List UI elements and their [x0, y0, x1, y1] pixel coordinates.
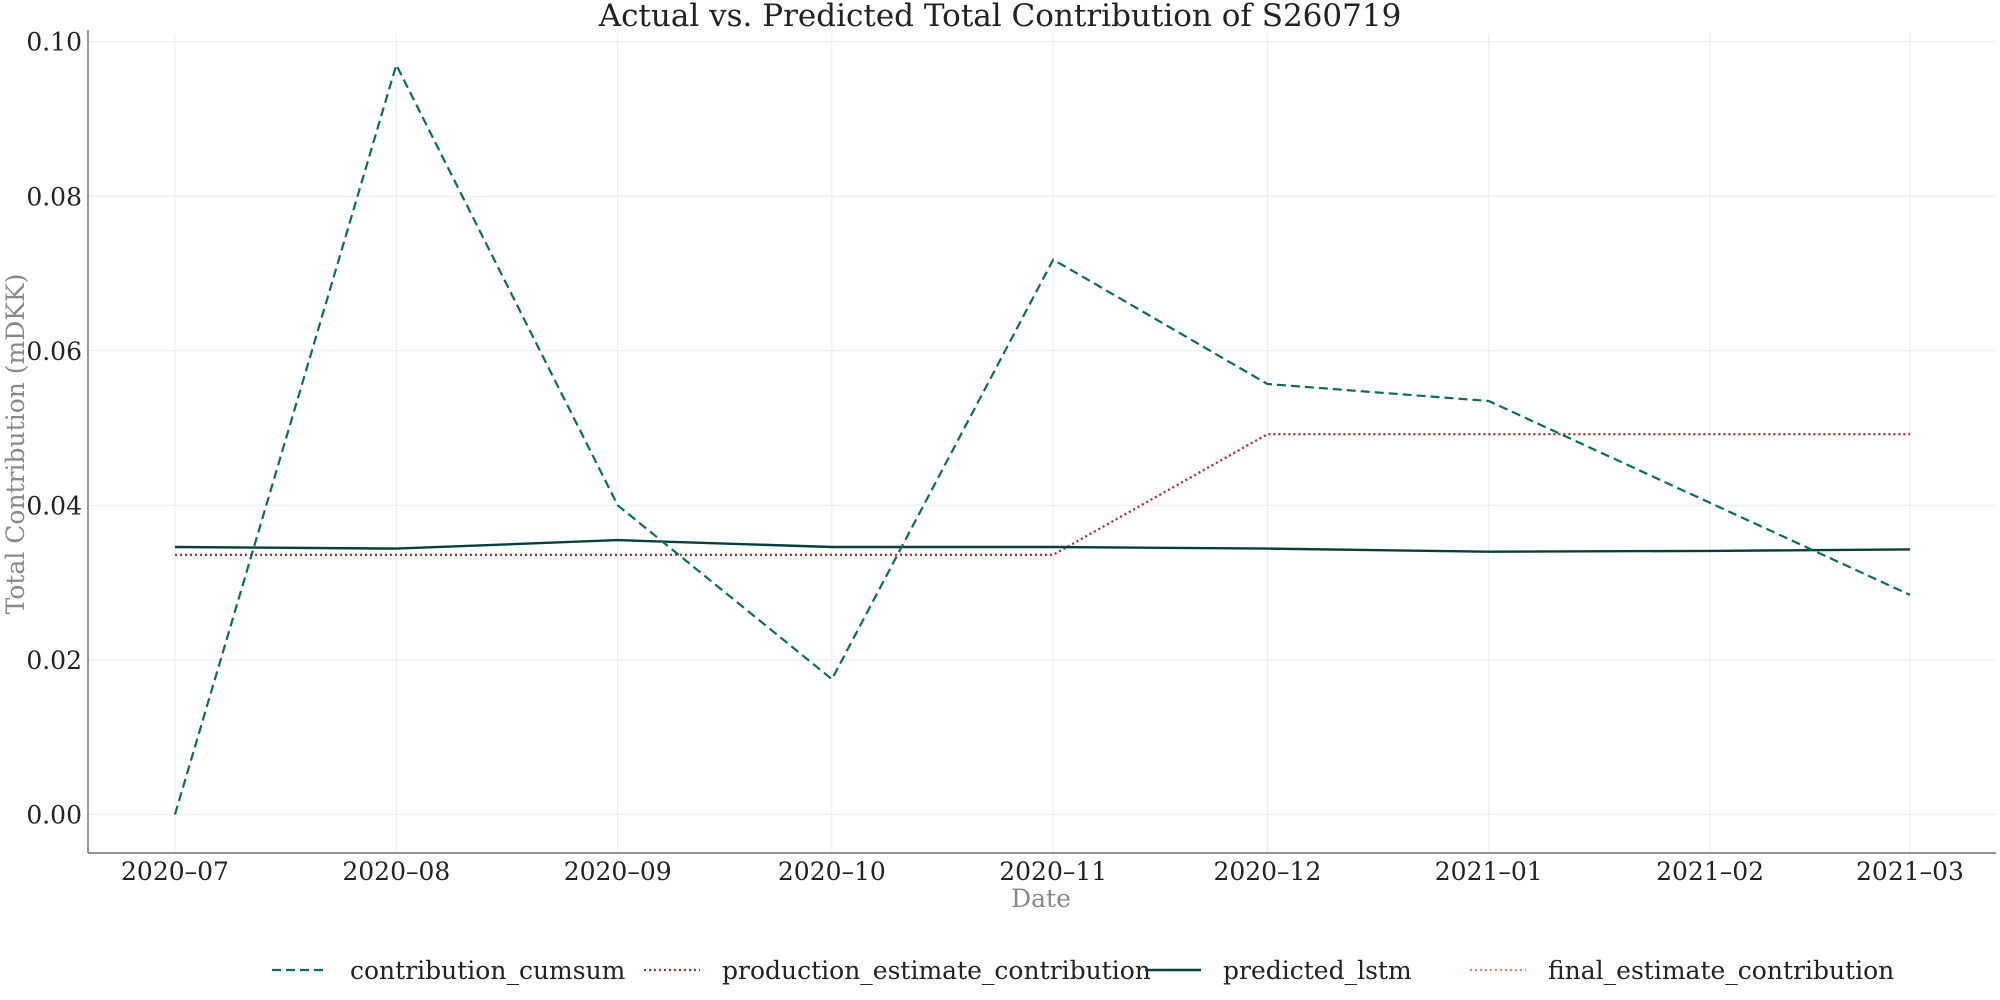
x-tick-label: 2021–02: [1656, 857, 1764, 886]
x-tick-label: 2020–10: [778, 857, 886, 886]
x-tick-label: 2020–08: [342, 857, 450, 886]
x-tick-label: 2020–12: [1213, 857, 1321, 886]
x-tick-label: 2020–07: [121, 857, 229, 886]
x-tick-label: 2021–03: [1856, 857, 1964, 886]
y-tick-label: 0.08: [26, 182, 82, 211]
series-line-final-estimate-contribution: [175, 433, 1910, 556]
y-axis-label: Total Contribution (mDKK): [1, 274, 30, 615]
chart-title: Actual vs. Predicted Total Contribution …: [598, 0, 1402, 34]
series-lines: [173, 63, 1911, 815]
grid: [88, 34, 1996, 853]
x-tick-label: 2021–01: [1435, 857, 1543, 886]
x-axis-label: Date: [1011, 884, 1071, 913]
series-line-predicted-lstm: [174, 538, 1911, 553]
legend-label: production_estimate_contribution: [722, 956, 1151, 985]
x-axis-ticks: 2020–07 2020–08 2020–09 2020–10 2020–11 2020–…: [121, 857, 1964, 886]
legend: contribution_cumsum production_estimate_c…: [272, 956, 1894, 985]
series-line-production-estimate-contribution: [175, 433, 1910, 556]
x-tick-label: 2020–11: [999, 857, 1107, 886]
series-line-contribution-cumsum: [173, 63, 1911, 815]
y-tick-label: 0.00: [26, 800, 82, 829]
legend-label: contribution_cumsum: [350, 956, 626, 985]
y-tick-label: 0.04: [26, 491, 82, 520]
x-tick-label: 2020–09: [564, 857, 672, 886]
y-axis-ticks: 0.00 0.02 0.04 0.06 0.08 0.10: [26, 28, 82, 830]
y-tick-label: 0.06: [26, 337, 82, 366]
legend-label: final_estimate_contribution: [1548, 956, 1894, 985]
y-tick-label: 0.10: [26, 28, 82, 57]
y-tick-label: 0.02: [26, 646, 82, 675]
legend-label: predicted_lstm: [1223, 956, 1412, 985]
